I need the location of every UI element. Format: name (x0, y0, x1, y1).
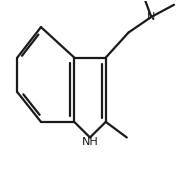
Text: N: N (147, 12, 155, 22)
Text: NH: NH (82, 137, 98, 147)
